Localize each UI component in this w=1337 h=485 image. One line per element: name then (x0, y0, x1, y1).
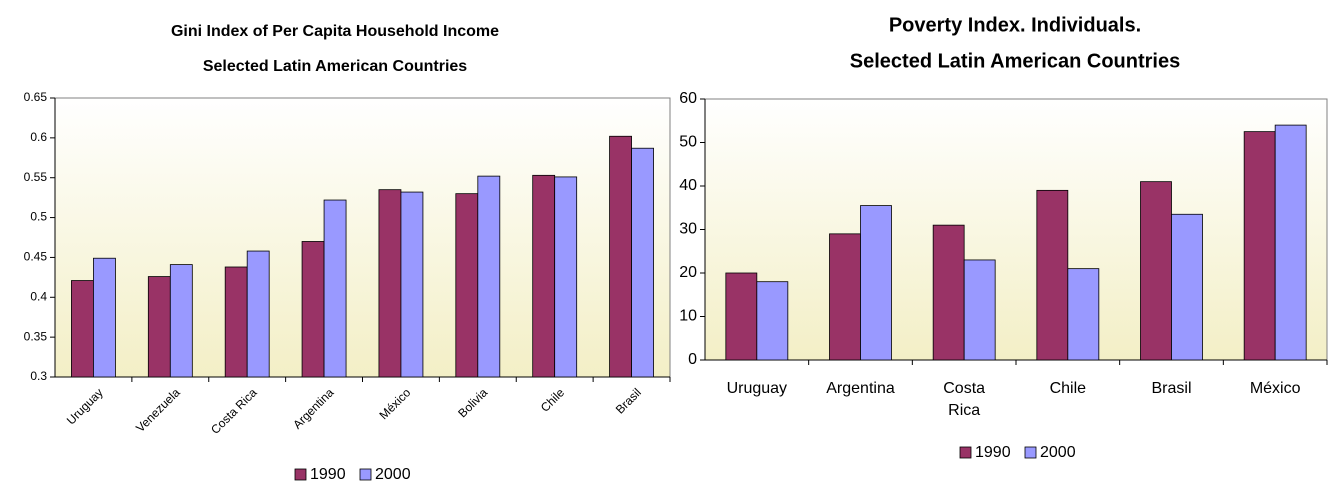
bar (323, 199, 347, 378)
chart-title: Poverty Index. Individuals. (889, 14, 1141, 36)
x-tick-label: Argentina (826, 380, 895, 397)
x-tick-label: Uruguay (64, 385, 106, 427)
chart-subtitle: Selected Latin American Countries (850, 50, 1180, 72)
x-tick-label: Brasil (613, 385, 644, 416)
y-tick-label: 0.5 (30, 210, 47, 224)
y-tick-label: 10 (679, 308, 697, 325)
legend-swatch (1024, 446, 1037, 459)
x-tick-label: México (1249, 380, 1301, 397)
bar (455, 193, 479, 378)
y-tick-label: 60 (679, 90, 697, 107)
y-tick-label: 0.35 (24, 329, 48, 343)
x-tick-label: México (377, 385, 414, 422)
bar (477, 175, 501, 378)
x-tick-label: Chile (1049, 380, 1087, 397)
bar (963, 259, 996, 361)
bar (1171, 213, 1203, 361)
bar (725, 272, 758, 361)
bar (829, 233, 861, 361)
y-tick-label: 0.55 (24, 170, 48, 184)
legend-label: 2000 (375, 466, 411, 483)
x-tick-label: Uruguay (726, 380, 788, 397)
x-tick-label: Chile (538, 385, 567, 414)
bar (1067, 268, 1100, 361)
bar (532, 174, 556, 378)
bar (631, 147, 654, 378)
bar (400, 191, 424, 378)
x-tick-label: Bolivia (455, 385, 490, 420)
y-tick-label: 0.3 (30, 369, 47, 383)
y-tick-label: 0 (688, 351, 697, 368)
legend-label: 2000 (1040, 444, 1076, 461)
x-tick-label: Costa Rica (208, 385, 260, 437)
y-tick-label: 0.65 (24, 90, 48, 104)
bar (301, 241, 325, 378)
x-tick-label: Argentina (290, 385, 336, 431)
bar (932, 224, 965, 361)
bar (71, 280, 94, 378)
bar (554, 176, 578, 378)
y-tick-label: 0.6 (30, 130, 47, 144)
bar (224, 266, 248, 378)
plot-area (704, 98, 1328, 361)
bar (93, 257, 116, 378)
legend-label: 1990 (975, 444, 1011, 461)
bar (246, 250, 270, 378)
bar (756, 281, 789, 361)
bar (378, 189, 402, 378)
chart-subtitle: Selected Latin American Countries (203, 58, 467, 75)
x-tick-label: Brasil (1151, 380, 1192, 397)
y-tick-label: 50 (679, 134, 697, 151)
bar (147, 276, 171, 378)
y-tick-label: 40 (679, 177, 697, 194)
bar (860, 205, 892, 361)
chart-title: Gini Index of Per Capita Household Incom… (171, 23, 499, 40)
y-tick-label: 30 (679, 221, 697, 238)
plot-area (54, 97, 671, 378)
x-tick-label: Costa Rica (943, 380, 986, 419)
legend-swatch (359, 468, 372, 481)
legend-label: 1990 (310, 466, 346, 483)
bar (1036, 189, 1069, 361)
x-tick-label: Venezuela (133, 385, 183, 435)
bar (609, 135, 632, 378)
bar (1243, 131, 1276, 361)
y-tick-label: 0.45 (24, 250, 48, 264)
legend-swatch (959, 446, 972, 459)
y-tick-label: 0.4 (30, 289, 47, 303)
legend-swatch (294, 468, 307, 481)
y-tick-label: 20 (679, 264, 697, 281)
bar (169, 264, 193, 378)
bar (1140, 181, 1172, 361)
bar (1274, 124, 1307, 361)
